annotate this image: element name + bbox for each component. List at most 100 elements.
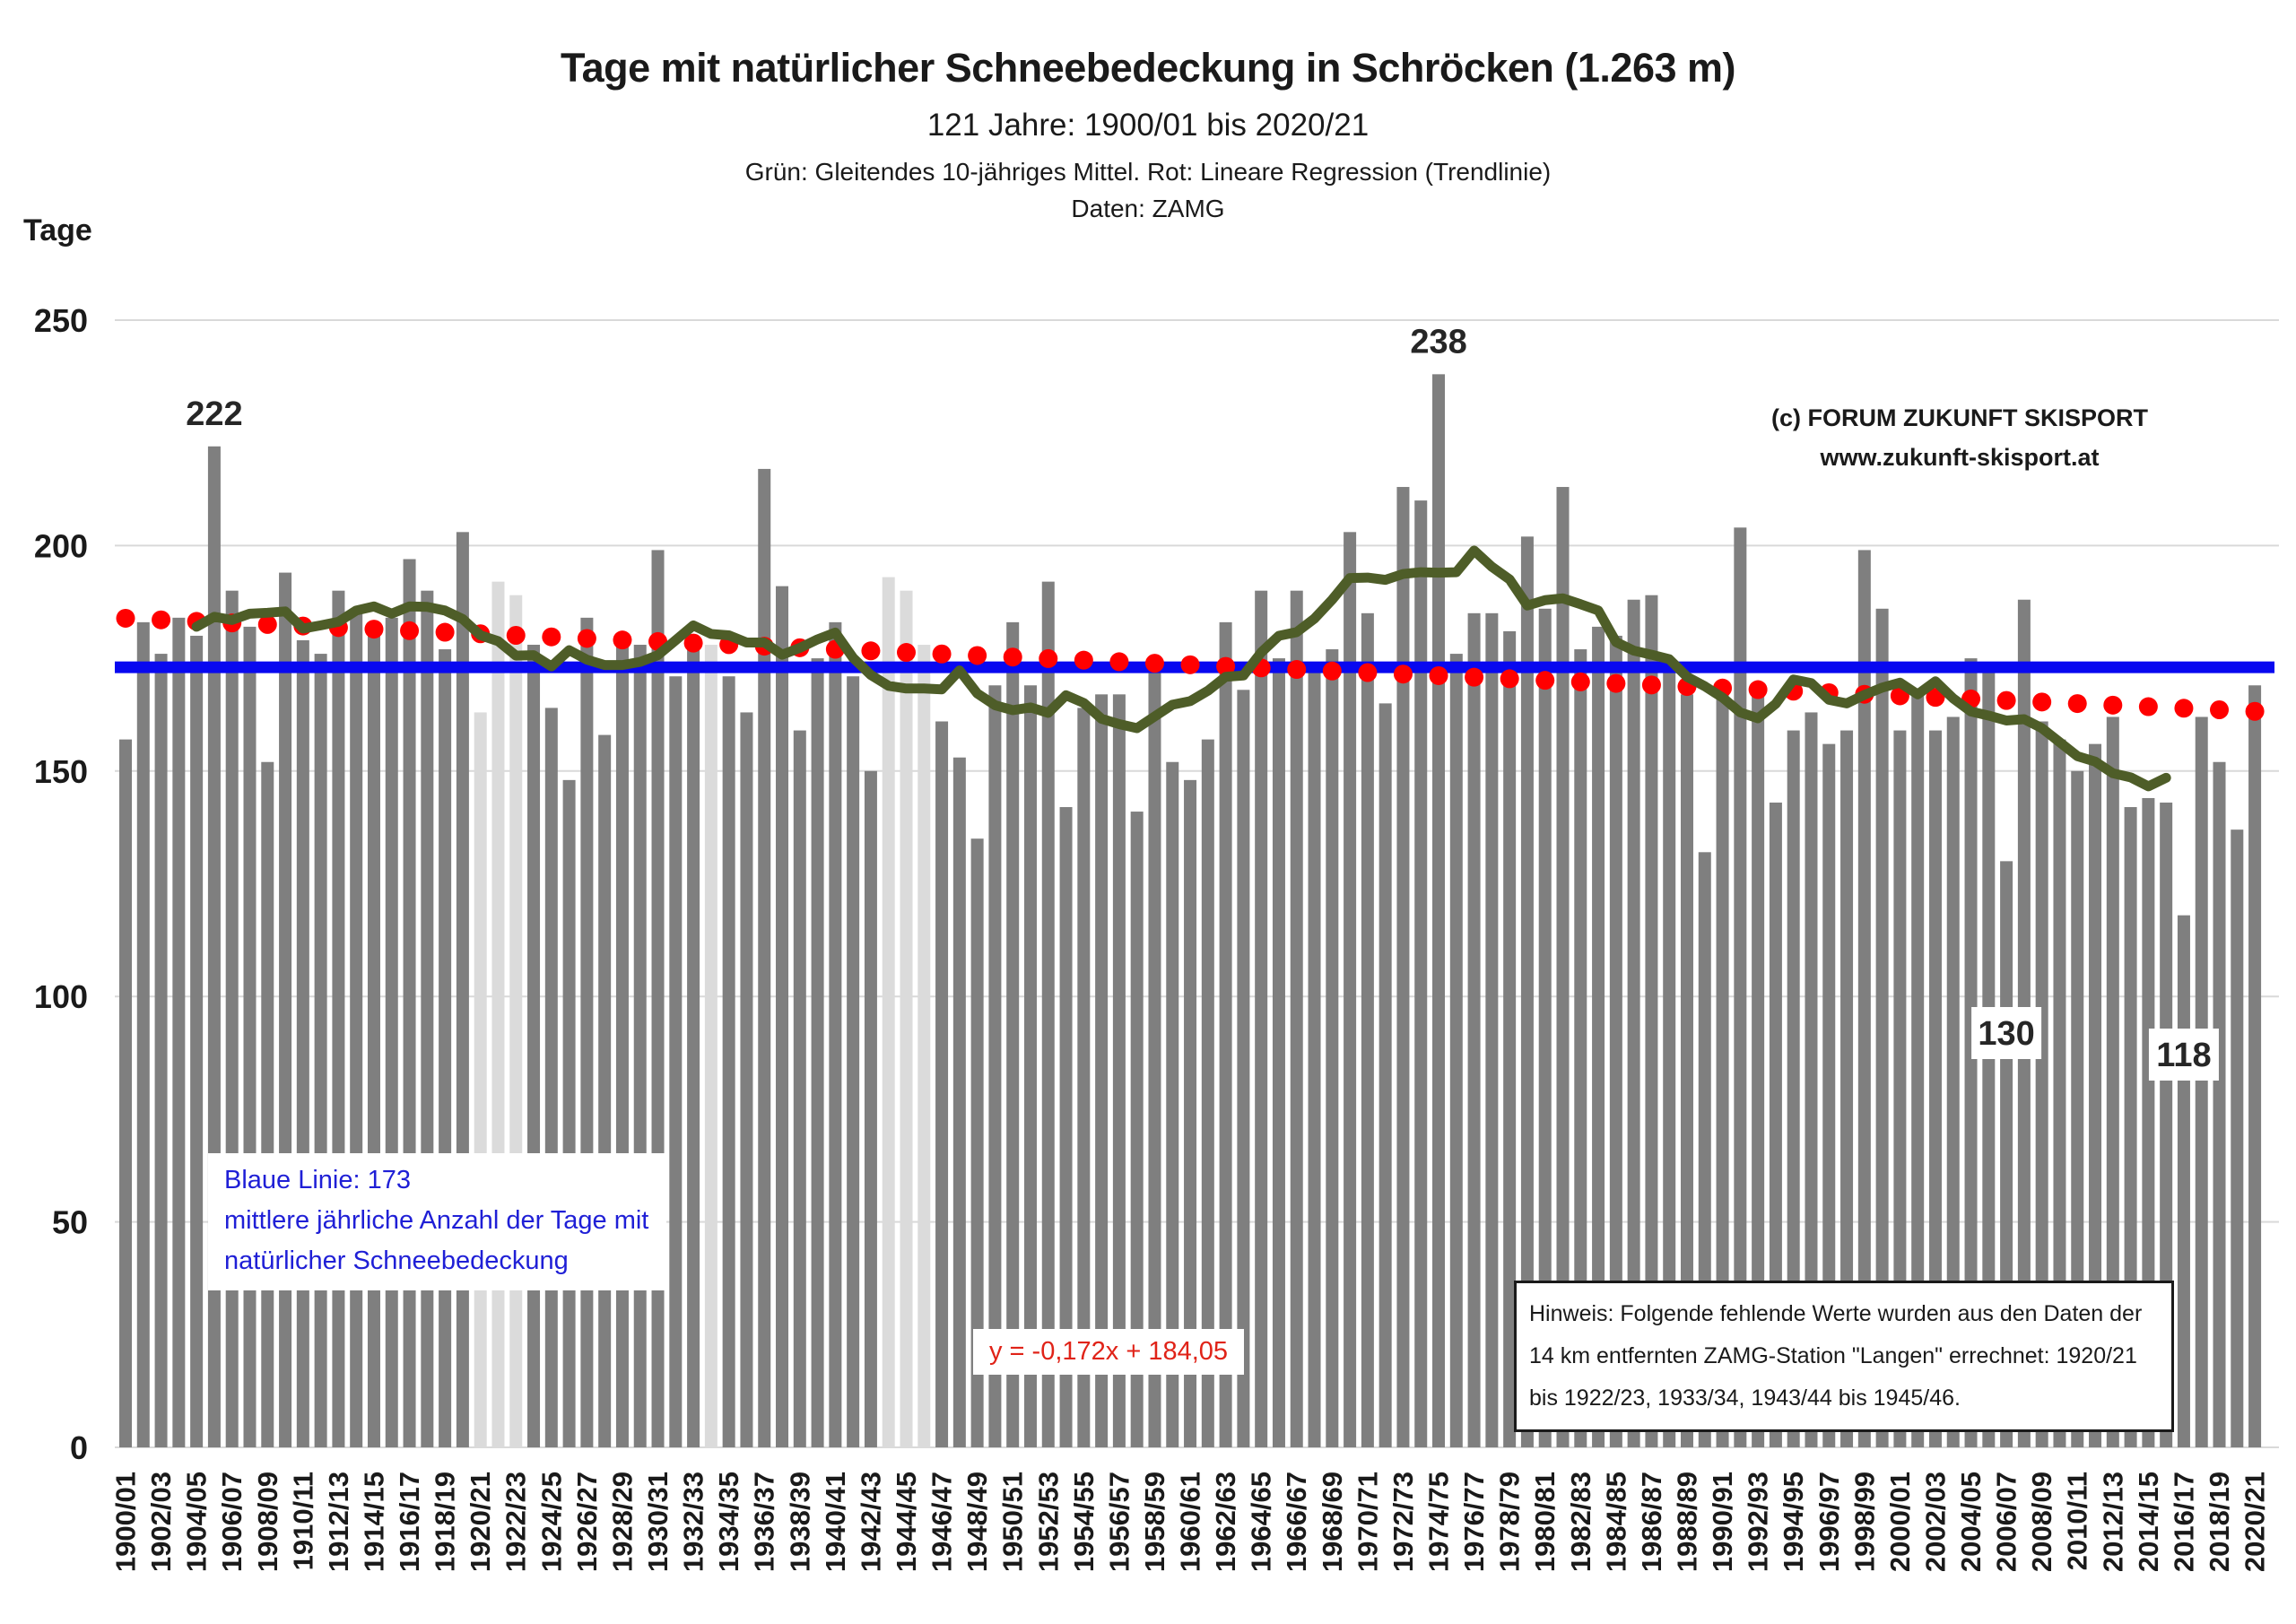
bar-1901/02 bbox=[136, 621, 150, 1447]
bar-2002/03 bbox=[1928, 730, 1942, 1447]
x-tick-label-1930/31: 1930/31 bbox=[642, 1472, 674, 1572]
bar-1950/51 bbox=[1006, 621, 1020, 1447]
moving-average-line bbox=[191, 545, 2171, 792]
x-tick-label-1990/91: 1990/91 bbox=[1707, 1472, 1738, 1572]
x-tick-label-1954/55: 1954/55 bbox=[1068, 1472, 1100, 1572]
regression-dot bbox=[1465, 667, 1484, 687]
bar-1969/70 bbox=[1344, 532, 1357, 1447]
bar-1999/00 bbox=[1875, 608, 1889, 1447]
regression-dot bbox=[2174, 699, 2194, 718]
annotation-box-118 bbox=[2148, 1029, 2219, 1081]
x-tick-label-1972/73: 1972/73 bbox=[1387, 1472, 1419, 1572]
bar-1927/28 bbox=[598, 734, 612, 1447]
bar-1924/25 bbox=[544, 708, 558, 1447]
x-tick-label-1912/13: 1912/13 bbox=[323, 1472, 354, 1572]
bar-1934/35 bbox=[722, 676, 735, 1447]
bar-1954/55 bbox=[1077, 708, 1091, 1447]
chart-title: Tage mit natürlicher Schneebedeckung in … bbox=[560, 45, 1736, 91]
x-tick-label-2012/13: 2012/13 bbox=[2097, 1472, 2128, 1572]
bar-2011/12 bbox=[2089, 743, 2102, 1447]
regression-dot bbox=[1606, 673, 1626, 693]
regression-dot bbox=[1996, 690, 2016, 710]
bar-1946/47 bbox=[935, 721, 949, 1447]
bar-2003/04 bbox=[1946, 716, 1960, 1447]
bar-1995/96 bbox=[1805, 712, 1818, 1447]
bar-1983/84 bbox=[1592, 626, 1605, 1447]
regression-dot bbox=[506, 625, 526, 645]
copyright-block: (c) FORUM ZUKUNFT SKISPORT www.zukunft-s… bbox=[1771, 398, 2148, 477]
bar-1938/39 bbox=[793, 730, 806, 1447]
bar-1979/80 bbox=[1520, 536, 1534, 1447]
bar-1905/06 bbox=[207, 446, 221, 1448]
bar-1909/10 bbox=[279, 572, 292, 1447]
x-tick-label-1926/27: 1926/27 bbox=[571, 1472, 603, 1572]
bar-1907/08 bbox=[243, 626, 257, 1447]
x-tick-label-1942/43: 1942/43 bbox=[855, 1472, 886, 1572]
annotation-222: 222 bbox=[186, 395, 242, 433]
bar-1928/29 bbox=[615, 645, 629, 1447]
bar-1964/65 bbox=[1255, 590, 1268, 1447]
bar-1900/01 bbox=[119, 739, 132, 1447]
copyright-line: (c) FORUM ZUKUNFT SKISPORT bbox=[1771, 404, 2148, 431]
bar-1916/17 bbox=[403, 559, 416, 1447]
mean-line-note-line3: natürlicher Schneebedeckung bbox=[224, 1246, 569, 1275]
chart-source-note: Daten: ZAMG bbox=[1071, 195, 1225, 222]
regression-dot bbox=[1393, 664, 1413, 684]
regression-dot bbox=[1429, 665, 1448, 685]
regression-dot bbox=[1535, 671, 1555, 690]
regression-dot bbox=[2067, 694, 2087, 714]
bar-1912/13 bbox=[332, 590, 345, 1447]
x-tick-label-1992/93: 1992/93 bbox=[1743, 1472, 1774, 1572]
regression-dot bbox=[1003, 647, 1022, 667]
x-tick-label-1936/37: 1936/37 bbox=[749, 1472, 780, 1572]
bar-1968/69 bbox=[1326, 649, 1339, 1447]
bar-2010/11 bbox=[2071, 770, 2084, 1447]
x-tick-label-2014/15: 2014/15 bbox=[2133, 1472, 2164, 1572]
regression-dot bbox=[1144, 654, 1164, 673]
regression-dot bbox=[116, 608, 135, 628]
bar-1914/15 bbox=[367, 621, 380, 1447]
x-tick-label-1914/15: 1914/15 bbox=[358, 1472, 389, 1572]
bar-1958/59 bbox=[1148, 663, 1161, 1447]
regression-dot bbox=[1322, 661, 1342, 681]
regression-dot bbox=[1039, 648, 1058, 668]
bar-1956/57 bbox=[1112, 694, 1126, 1447]
regression-dot bbox=[542, 627, 561, 647]
x-tick-label-2016/17: 2016/17 bbox=[2168, 1472, 2199, 1572]
regression-dot bbox=[1109, 652, 1129, 672]
regression-dot bbox=[861, 641, 881, 661]
bar-1984/85 bbox=[1609, 635, 1622, 1447]
x-tick-label-1974/75: 1974/75 bbox=[1423, 1472, 1455, 1572]
regression-dot bbox=[1074, 650, 1093, 670]
bar-1947/48 bbox=[952, 757, 966, 1447]
annotation-118: 118 bbox=[2156, 1037, 2211, 1074]
bar-1902/03 bbox=[154, 654, 168, 1447]
annotation-box-130 bbox=[1971, 1007, 2042, 1059]
x-tick-label-1966/67: 1966/67 bbox=[1281, 1472, 1312, 1572]
bar-1941/42 bbox=[847, 676, 860, 1447]
bar-2019/20 bbox=[2231, 829, 2244, 1447]
y-tick-label-150: 150 bbox=[34, 753, 88, 790]
regression-dot bbox=[1216, 656, 1236, 676]
bar-1959/60 bbox=[1166, 761, 1179, 1447]
regression-dot bbox=[1748, 680, 1768, 699]
bar-1981/82 bbox=[1556, 487, 1570, 1447]
bar-2018/19 bbox=[2213, 761, 2226, 1447]
bar-1911/12 bbox=[314, 654, 327, 1447]
x-tick-label-1932/33: 1932/33 bbox=[678, 1472, 709, 1572]
x-tick-label-1970/71: 1970/71 bbox=[1352, 1472, 1383, 1572]
bar-1906/07 bbox=[225, 590, 239, 1447]
bar-1967/68 bbox=[1308, 672, 1321, 1447]
bar-1991/92 bbox=[1734, 527, 1747, 1447]
regression-dot bbox=[2138, 697, 2158, 716]
x-tick-label-1960/61: 1960/61 bbox=[1175, 1472, 1206, 1572]
bar-1973/74 bbox=[1414, 500, 1428, 1447]
x-tick-label-1956/57: 1956/57 bbox=[1103, 1472, 1135, 1572]
bar-1963/64 bbox=[1237, 690, 1250, 1447]
bar-2008/09 bbox=[2035, 721, 2048, 1447]
y-tick-label-0: 0 bbox=[70, 1429, 88, 1466]
annotation-238: 238 bbox=[1410, 323, 1466, 360]
x-tick-label-1904/05: 1904/05 bbox=[181, 1472, 213, 1572]
bar-1936/37 bbox=[758, 468, 771, 1447]
x-tick-label-1924/25: 1924/25 bbox=[535, 1472, 567, 1572]
